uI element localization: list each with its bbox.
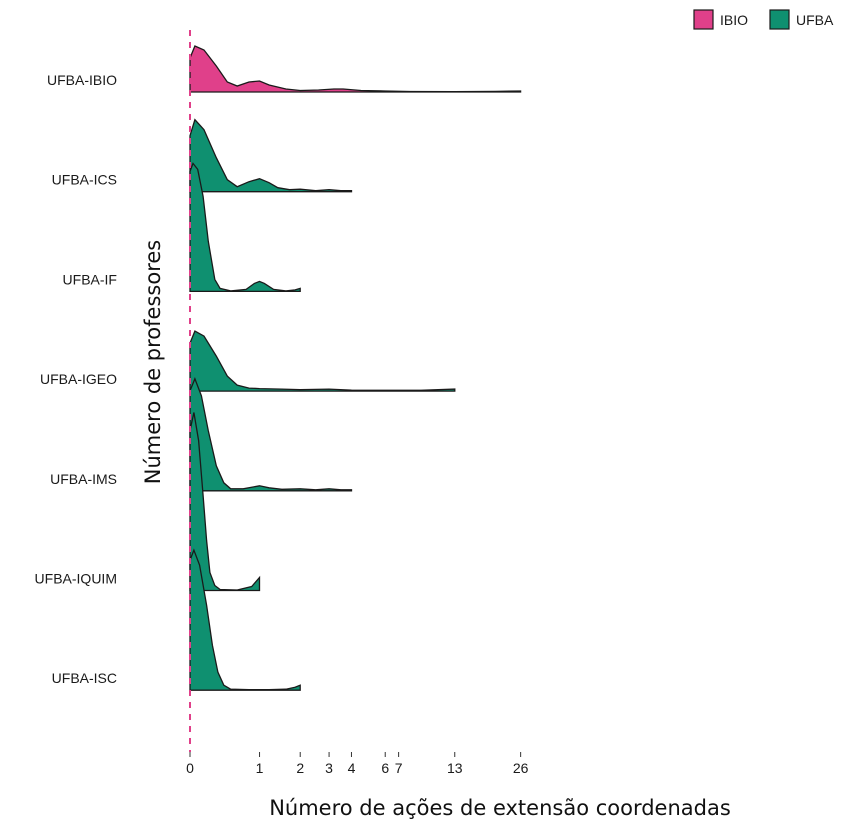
ridges-layer [189,45,522,691]
category-label: UFBA-IGEO [40,371,117,387]
category-label: UFBA-ISC [52,670,117,686]
y-axis-title: Número de professores [141,240,165,484]
x-tick-label: 3 [325,760,333,776]
x-tick-label: 6 [381,760,389,776]
legend-swatch-ufba [769,9,790,30]
x-tick-label: 13 [447,760,463,776]
ridge-ufba-ics [189,118,353,193]
legend: IBIO UFBA [693,9,834,30]
category-label: UFBA-IF [63,271,117,287]
x-tick-label: 26 [513,760,529,776]
ridge-ufba-ims [189,377,353,492]
ridge-ufba-igeo [189,330,456,392]
legend-label: UFBA [796,12,834,28]
category-label: UFBA-ICS [52,172,117,188]
x-axis-title: Número de ações de extensão coordenadas [269,796,731,820]
x-axis-ticks: 0 1 2 3 4 6 7 13 26 [186,752,529,776]
legend-swatch-ibio [693,9,714,30]
x-tick-label: 7 [395,760,403,776]
x-tick-label: 1 [256,760,264,776]
legend-label: IBIO [720,12,748,28]
category-label: UFBA-IQUIM [35,571,117,587]
x-tick-label: 0 [186,760,194,776]
ridge-ufba-if [189,162,301,293]
category-labels: UFBA-IBIO UFBA-ICS UFBA-IF UFBA-IGEO UFBA-IM… [35,72,118,686]
category-label: UFBA-IMS [50,471,117,487]
ridge-ufba-ibio [189,45,522,93]
x-tick-label: 4 [348,760,356,776]
ridge-ufba-isc [189,548,301,691]
category-label: UFBA-IBIO [47,72,117,88]
x-tick-label: 2 [296,760,304,776]
